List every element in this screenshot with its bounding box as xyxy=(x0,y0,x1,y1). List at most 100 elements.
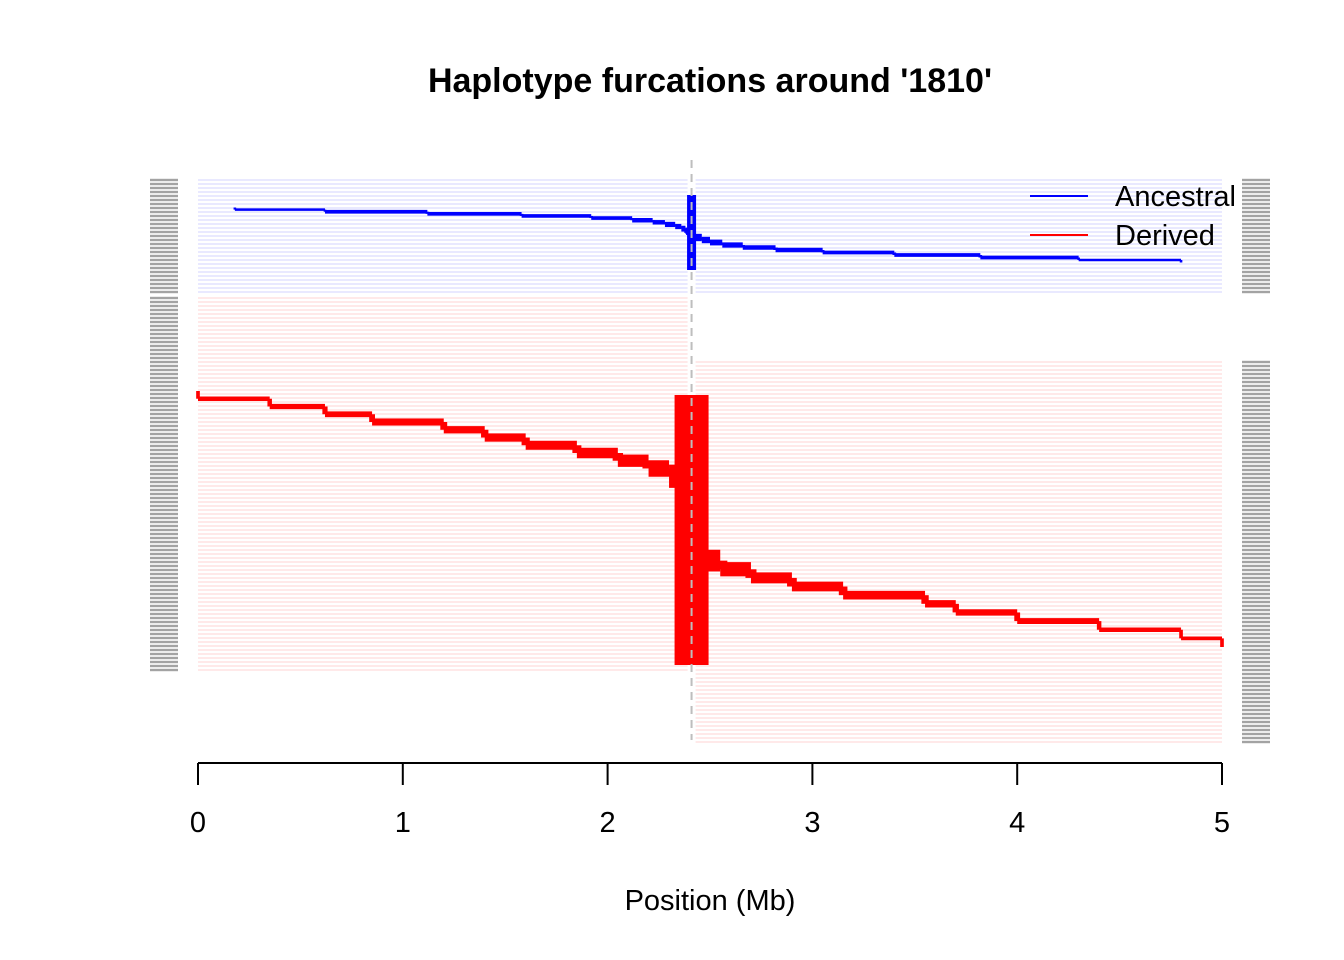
derived-right-haplotype-label xyxy=(1242,692,1270,696)
derived-right-haplotype-label xyxy=(1242,560,1270,564)
derived-right-haplotype-label xyxy=(1242,696,1270,700)
chart-title: Haplotype furcations around '1810' xyxy=(428,62,992,100)
derived-right-haplotype-label xyxy=(1242,584,1270,588)
derived-left-haplotype-label xyxy=(150,304,178,308)
derived-left-haplotype-label xyxy=(150,452,178,456)
derived-left-haplotype-label xyxy=(150,364,178,368)
ancestral-left-haplotype-label xyxy=(150,282,178,286)
derived-right-haplotype-label xyxy=(1242,728,1270,732)
derived-right-haplotype-label xyxy=(1242,548,1270,552)
derived-right-haplotype-label xyxy=(1242,476,1270,480)
x-tick-label-5: 5 xyxy=(1214,807,1230,839)
ancestral-left-haplotype-label xyxy=(150,178,178,182)
ancestral-right-haplotype-label xyxy=(1242,266,1270,270)
derived-right-haplotype-label xyxy=(1242,724,1270,728)
derived-right-haplotype-label xyxy=(1242,384,1270,388)
derived-right-haplotype-label xyxy=(1242,540,1270,544)
ancestral-right-haplotype-label xyxy=(1242,262,1270,266)
derived-left-haplotype-label xyxy=(150,400,178,404)
derived-left-haplotype-label xyxy=(150,352,178,356)
derived-right-haplotype-label xyxy=(1242,464,1270,468)
derived-left-haplotype-label xyxy=(150,360,178,364)
derived-right-haplotype-label xyxy=(1242,392,1270,396)
ancestral-right-haplotype-label xyxy=(1242,198,1270,202)
derived-left-haplotype-label xyxy=(150,616,178,620)
derived-left-haplotype-label xyxy=(150,596,178,600)
derived-right-haplotype-label xyxy=(1242,460,1270,464)
ancestral-left-haplotype-label xyxy=(150,258,178,262)
derived-left-haplotype-label xyxy=(150,496,178,500)
ancestral-right-haplotype-label xyxy=(1242,202,1270,206)
ancestral-left-haplotype-label xyxy=(150,278,178,282)
ancestral-left-haplotype-label xyxy=(150,202,178,206)
derived-right-haplotype-label xyxy=(1242,372,1270,376)
ancestral-left-haplotype-label xyxy=(150,250,178,254)
ancestral-right-haplotype-label xyxy=(1242,282,1270,286)
derived-right-haplotype-label xyxy=(1242,628,1270,632)
derived-left-haplotype-label xyxy=(150,548,178,552)
derived-right-haplotype-label xyxy=(1242,624,1270,628)
ancestral-right-haplotype-label xyxy=(1242,194,1270,198)
derived-right-haplotype-label xyxy=(1242,600,1270,604)
derived-left-haplotype-label xyxy=(150,332,178,336)
derived-left-haplotype-label xyxy=(150,648,178,652)
ancestral-left-haplotype-label xyxy=(150,206,178,210)
derived-left-haplotype-label xyxy=(150,544,178,548)
ancestral-left-haplotype-label xyxy=(150,194,178,198)
derived-right-haplotype-label xyxy=(1242,420,1270,424)
ancestral-right-haplotype-label xyxy=(1242,222,1270,226)
ancestral-right-haplotype-label xyxy=(1242,210,1270,214)
derived-left-haplotype-label xyxy=(150,336,178,340)
derived-right-haplotype-label xyxy=(1242,488,1270,492)
derived-left-haplotype-label xyxy=(150,460,178,464)
ancestral-left-haplotype-label xyxy=(150,190,178,194)
derived-left-haplotype-label xyxy=(150,484,178,488)
derived-left-haplotype-label xyxy=(150,404,178,408)
derived-left-haplotype-label xyxy=(150,384,178,388)
legend: Ancestral Derived xyxy=(1030,181,1236,252)
derived-right-haplotype-label xyxy=(1242,640,1270,644)
ancestral-right-haplotype-label xyxy=(1242,182,1270,186)
derived-left-haplotype-label xyxy=(150,408,178,412)
ancestral-left-haplotype-label xyxy=(150,290,178,294)
derived-right-haplotype-label xyxy=(1242,412,1270,416)
derived-left-haplotype-label xyxy=(150,500,178,504)
derived-right-haplotype-label xyxy=(1242,432,1270,436)
derived-right-haplotype-label xyxy=(1242,656,1270,660)
derived-left-haplotype-label xyxy=(150,520,178,524)
ancestral-right-haplotype-label xyxy=(1242,178,1270,182)
ancestral-left-haplotype-label xyxy=(150,230,178,234)
left-haplotype-labels xyxy=(150,178,178,672)
derived-left-haplotype-label xyxy=(150,644,178,648)
derived-right-haplotype-label xyxy=(1242,484,1270,488)
derived-left-haplotype-label xyxy=(150,508,178,512)
derived-right-haplotype-label xyxy=(1242,440,1270,444)
derived-right-haplotype-label xyxy=(1242,732,1270,736)
ancestral-left-haplotype-label xyxy=(150,266,178,270)
x-tick-label-0: 0 xyxy=(190,807,206,839)
ancestral-right-haplotype-label xyxy=(1242,238,1270,242)
derived-right-haplotype-label xyxy=(1242,684,1270,688)
ancestral-left-haplotype-label xyxy=(150,274,178,278)
ancestral-right-haplotype-label xyxy=(1242,274,1270,278)
derived-left-haplotype-label xyxy=(150,328,178,332)
derived-right-haplotype-label xyxy=(1242,572,1270,576)
derived-right-haplotype-label xyxy=(1242,576,1270,580)
derived-right-haplotype-label xyxy=(1242,652,1270,656)
x-axis-label: Position (Mb) xyxy=(625,885,796,917)
derived-left-haplotype-label xyxy=(150,528,178,532)
derived-right-haplotype-label xyxy=(1242,404,1270,408)
derived-right-haplotype-label xyxy=(1242,448,1270,452)
derived-left-haplotype-label xyxy=(150,612,178,616)
ancestral-left-haplotype-label xyxy=(150,242,178,246)
derived-right-haplotype-label xyxy=(1242,532,1270,536)
derived-left-haplotype-label xyxy=(150,516,178,520)
derived-left-haplotype-label xyxy=(150,372,178,376)
derived-left-haplotype-label xyxy=(150,444,178,448)
derived-right-haplotype-label xyxy=(1242,716,1270,720)
ancestral-right-haplotype-label xyxy=(1242,218,1270,222)
derived-right-haplotype-label xyxy=(1242,428,1270,432)
derived-right-haplotype-label xyxy=(1242,508,1270,512)
derived-right-haplotype-label xyxy=(1242,544,1270,548)
derived-left-haplotype-label xyxy=(150,420,178,424)
